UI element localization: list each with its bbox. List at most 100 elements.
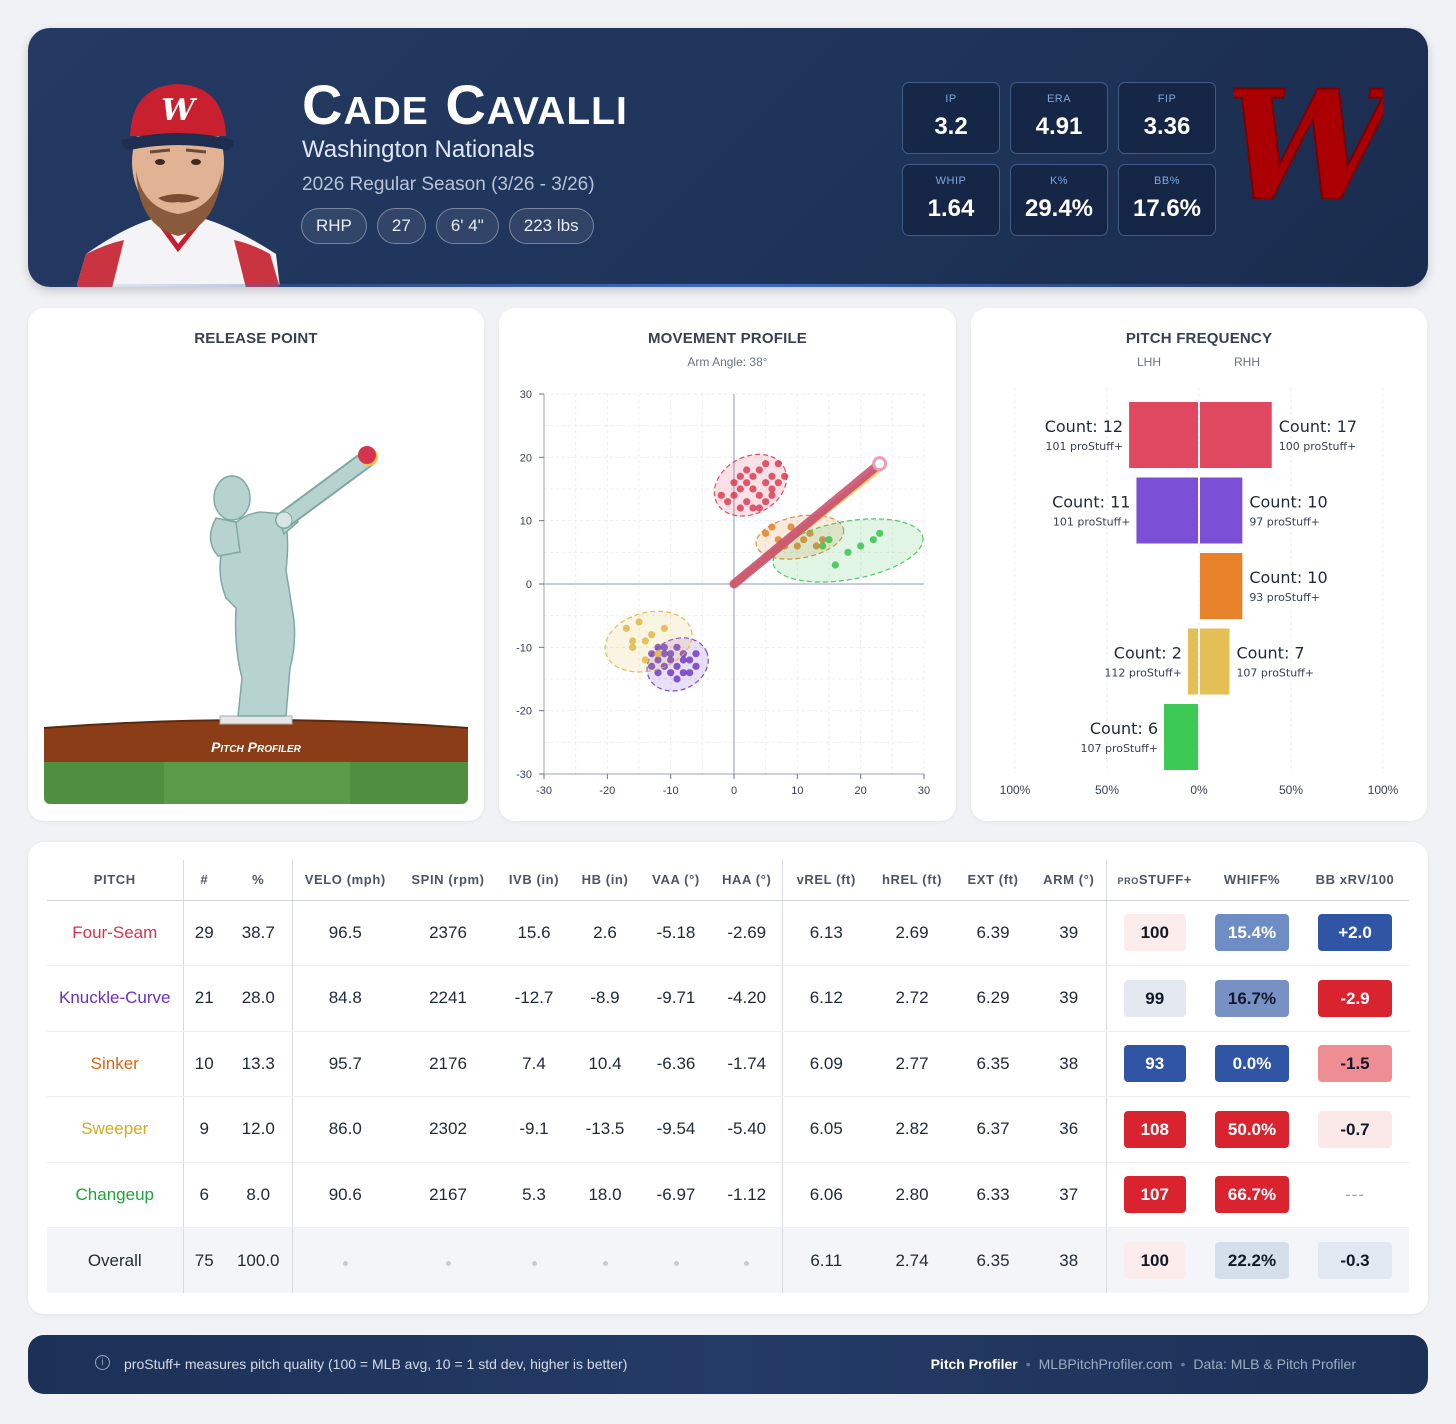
rhh-count-label: Count: 7	[1236, 644, 1304, 663]
data-point	[692, 650, 700, 658]
lhh-stuff-label: 112 proStuff+	[1104, 667, 1182, 680]
cell-arm: 38	[1032, 1227, 1106, 1293]
cell-haa: -4.20	[712, 965, 782, 1032]
cell-hb: 2.6	[570, 900, 640, 966]
data-point	[673, 675, 681, 683]
stuff-pill: 99	[1123, 979, 1186, 1017]
data-point	[806, 529, 814, 537]
lhh-count-label: Count: 11	[1052, 493, 1130, 512]
data-point	[724, 498, 732, 506]
pitch-frequency-panel: PITCH FREQUENCY LHH RHH 100% 50% 0% 50% 100%…	[971, 308, 1427, 821]
cell-ivb: 15.6	[498, 900, 570, 966]
cell-ivb: -12.7	[498, 965, 570, 1032]
cell-vrel: 6.13	[781, 900, 870, 966]
cell-velo: 84.8	[291, 965, 398, 1032]
empty-dot	[342, 1260, 348, 1266]
xrv-pill: -0.3	[1318, 1242, 1392, 1279]
x-tick-label: -20	[599, 785, 615, 797]
cell-haa	[712, 1227, 782, 1293]
release-point-title: RELEASE POINT	[194, 330, 318, 347]
data-point	[831, 561, 839, 569]
data-point	[755, 466, 763, 474]
col-pitch: PITCH	[47, 860, 183, 901]
cell-velo: 96.5	[291, 900, 398, 966]
data-point	[667, 669, 675, 677]
pitch-name: Overall	[47, 1227, 183, 1293]
lhh-count-label: Count: 2	[1114, 644, 1182, 663]
cell-arm: 37	[1032, 1162, 1106, 1228]
cell-xrv: -1.5	[1301, 1031, 1409, 1097]
cell-xrv: -0.7	[1301, 1096, 1409, 1163]
data-point	[749, 472, 757, 480]
rhh-label: RHH	[1234, 355, 1260, 369]
data-point	[717, 491, 725, 499]
data-point	[660, 643, 668, 651]
data-point	[768, 485, 776, 493]
overall-row: Overall 75 100.0 6.11 2.74 6.35 38 100 22.2% -0.3	[47, 1227, 1409, 1293]
rhh-count-label: Count: 10	[1249, 568, 1327, 587]
x-tick-label: -10	[663, 785, 679, 797]
cell-xrv: +2.0	[1301, 900, 1409, 966]
mound	[44, 720, 468, 762]
data-point	[787, 523, 795, 531]
data-point	[629, 637, 637, 645]
cell-hrel: 2.82	[870, 1096, 954, 1163]
svg-text:W: W	[161, 93, 198, 128]
whiff-pill: 15.4%	[1215, 914, 1289, 952]
data-point	[762, 498, 770, 506]
team-logo: W	[1233, 78, 1383, 218]
whiff-pill: 0.0%	[1215, 1045, 1289, 1083]
xrv-pill: +2.0	[1318, 914, 1392, 952]
arm-angle-subtitle: Arm Angle: 38°	[687, 355, 768, 369]
lhh-count-label: Count: 6	[1090, 719, 1158, 738]
series-changeup	[772, 518, 924, 583]
rhh-bar	[1200, 628, 1230, 695]
arm-angle-line	[729, 459, 885, 589]
cell-vrel: 6.11	[781, 1227, 870, 1293]
cell-hrel: 2.69	[870, 900, 954, 966]
frequency-axis-label: 0%	[1190, 783, 1208, 797]
stat-ip: IP 3.2	[902, 82, 1000, 154]
data-point	[774, 460, 782, 468]
data-point	[629, 643, 637, 651]
cell-ivb: 7.4	[498, 1031, 570, 1097]
data-point	[774, 479, 782, 487]
col-arm: ARM (°)	[1032, 860, 1106, 901]
cell-prostuff: 100	[1105, 1227, 1203, 1293]
col-whiff: WHIFF%	[1203, 860, 1301, 901]
release-point-graphic: Pitch Profiler	[43, 446, 469, 804]
cell-haa: -1.12	[712, 1162, 782, 1228]
footer-credits: Pitch Profiler • MLBPitchProfiler.com • Data…	[930, 1356, 1356, 1372]
cell-vaa: -5.18	[640, 900, 712, 966]
empty-dot	[531, 1260, 537, 1266]
lhh-stuff-label: 101 proStuff+	[1046, 440, 1124, 453]
stat-k-pct: K% 29.4%	[1010, 164, 1108, 236]
rhh-stuff-label: 107 proStuff+	[1236, 667, 1314, 680]
cell-n: 9	[182, 1096, 225, 1163]
cell-whiff: 15.4%	[1203, 900, 1301, 966]
data-point	[648, 631, 656, 639]
cell-hb: 10.4	[570, 1031, 640, 1097]
xrv-pill: ---	[1345, 1185, 1365, 1205]
cell-n: 29	[182, 900, 225, 966]
player-header: W Cade Cavalli Washington Nationals 2026…	[28, 28, 1428, 287]
data-point	[673, 662, 681, 670]
table-row: Sweeper 9 12.0 86.0 2302 -9.1 -13.5 -9.54 -5.40 6…	[47, 1096, 1409, 1163]
rhh-count-label: Count: 17	[1279, 417, 1357, 436]
footer-site-link[interactable]: MLBPitchProfiler.com	[1038, 1356, 1173, 1372]
x-tick-label: 20	[855, 785, 867, 797]
cell-ivb	[498, 1227, 570, 1293]
data-point	[641, 637, 649, 645]
pitch-name: Knuckle-Curve	[47, 965, 183, 1032]
lhh-bar	[1187, 628, 1198, 695]
data-point	[667, 656, 675, 664]
data-point	[825, 536, 833, 544]
cell-whiff: 0.0%	[1203, 1031, 1301, 1097]
rhh-stuff-label: 97 proStuff+	[1249, 516, 1320, 529]
player-attributes: RHP 27 6' 4" 223 lbs	[301, 208, 594, 244]
data-point	[730, 491, 738, 499]
lhh-count-label: Count: 12	[1045, 417, 1123, 436]
table-row: Four-Seam 29 38.7 96.5 2376 15.6 2.6 -5.18 -2.69…	[47, 900, 1409, 966]
xrv-pill: -0.7	[1318, 1110, 1392, 1148]
cell-spin	[398, 1227, 498, 1293]
